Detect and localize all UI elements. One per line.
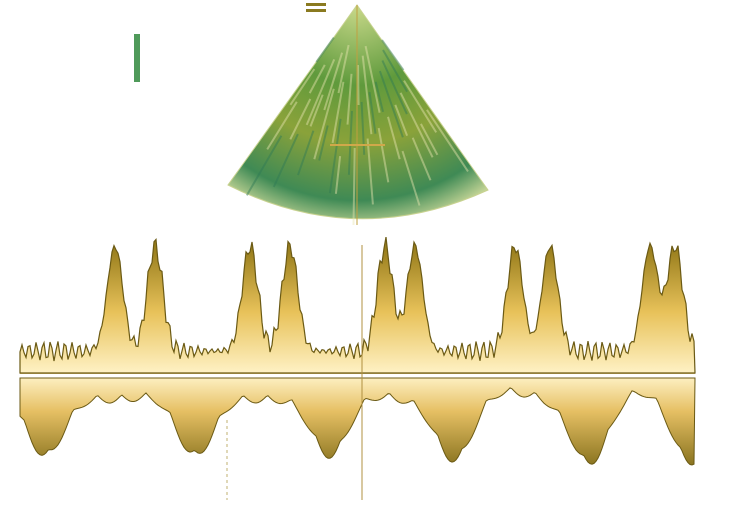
echo-sector bbox=[228, 5, 488, 219]
marker bbox=[306, 3, 326, 6]
marker bbox=[306, 9, 326, 12]
ultrasound-screen bbox=[0, 0, 741, 507]
doppler-forward-flow bbox=[20, 237, 695, 373]
gray-scale-bar bbox=[134, 34, 140, 82]
echo-speckle bbox=[354, 148, 355, 225]
doppler-reverse-flow bbox=[20, 378, 695, 465]
page: (() => { const NS = 'http://www.w3.org/2… bbox=[0, 0, 741, 507]
echo-speckle bbox=[358, 65, 359, 105]
